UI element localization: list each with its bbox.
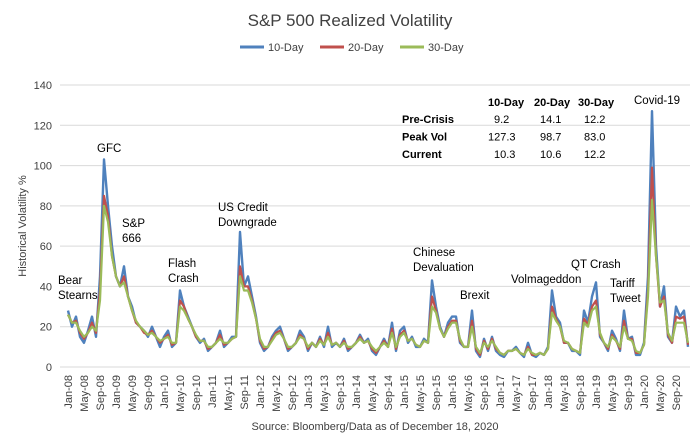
table-row-label: Pre-Crisis [402,114,454,126]
annotation-brexit: Brexit [460,290,490,302]
x-tick-label: Jan-09 [111,375,123,409]
annotation-bear: Bear [58,275,82,287]
x-tick-label: Sep-20 [671,375,683,410]
x-tick-label: Jan-15 [399,375,411,409]
annotation-covid: Covid-19 [634,95,680,107]
table-cell: 127.3 [488,132,516,144]
source-note: Source: Bloomberg/Data as of December 18… [251,421,498,433]
x-tick-label: May-19 [607,375,619,412]
x-tick-label: May-15 [415,375,427,412]
x-tick-label: May-12 [271,375,283,412]
x-tick-label: May-17 [511,375,523,412]
x-tick-label: Jan-10 [159,375,171,409]
x-tick-label: Sep-19 [623,375,635,410]
stats-table: 10-Day 20-Day 30-Day Pre-Crisis 9.2 14.1 12.2 P… [402,97,615,161]
table-header: 10-Day [488,97,525,109]
x-tick-label: Sep-16 [479,375,491,410]
x-tick-label: May-09 [127,375,139,412]
x-tick-label: Jan-08 [63,375,75,409]
table-cell: 98.7 [540,132,561,144]
annotation-qt: QT Crash [571,259,621,271]
annotation-chinese: Devaluation [413,262,474,274]
x-tick-label: Sep-15 [431,375,443,410]
y-tick-label: 0 [46,362,52,374]
x-tick-label: May-10 [175,375,187,412]
y-tick-label: 100 [34,161,52,173]
x-tick-label: Jan-16 [447,375,459,409]
x-tick-label: Sep-13 [335,375,347,410]
x-tick-label: May-16 [463,375,475,412]
table-cell: 83.0 [584,132,605,144]
table-cell: 14.1 [540,114,561,126]
annotation-flash: Flash [168,258,196,270]
annotation-uscredit: US Credit [218,202,269,214]
series-line-30-day [67,198,690,356]
x-tick-label: Jan-12 [255,375,267,409]
x-tick-label: Sep-11 [239,375,251,410]
x-tick-label: Sep-18 [575,375,587,410]
annotation-volm: Volmageddon [511,274,581,286]
x-tick-label: May-18 [559,375,571,412]
series-lines [66,109,690,359]
y-tick-label: 20 [40,322,52,334]
event-annotations: Bear Stearns GFC S&P 666 Flash Crash US Credit D… [58,95,680,305]
gridlines [60,84,690,368]
x-tick-label: Jan-20 [639,375,651,409]
y-tick-label: 80 [40,201,52,213]
y-tick-label: 60 [40,241,52,253]
annotation-sp666: S&P [122,218,145,230]
x-tick-label: May-20 [655,375,667,412]
x-axis: Jan-08 May-08 Sep-08 Jan-09 May-09 Sep-09 Jan-… [63,375,683,412]
legend-label: 30-Day [428,42,464,54]
table-cell: 12.2 [584,114,605,126]
legend-label: 10-Day [268,42,304,54]
table-cell: 12.2 [584,149,605,161]
annotation-tariff: Tweet [610,293,641,305]
annotation-tariff: Tariff [610,278,636,290]
y-axis: 0 20 40 60 80 100 120 140 [34,80,52,374]
x-tick-label: Sep-17 [527,375,539,410]
x-tick-label: May-13 [319,375,331,412]
annotation-uscredit: Downgrade [218,217,277,229]
annotation-gfc: GFC [97,143,121,155]
legend-label: 20-Day [348,42,384,54]
x-tick-label: Sep-14 [383,375,395,410]
y-tick-label: 140 [34,80,52,92]
x-tick-label: Jan-13 [303,375,315,409]
x-tick-label: May-08 [79,375,91,412]
x-tick-label: Sep-08 [95,375,107,410]
chart-title: S&P 500 Realized Volatility [248,11,453,30]
x-tick-label: May-14 [367,375,379,412]
table-header: 30-Day [578,97,615,109]
table-cell: 10.6 [540,149,561,161]
x-tick-label: Jan-17 [495,375,507,409]
table-row-label: Current [402,149,442,161]
table-header: 20-Day [534,97,571,109]
x-tick-label: May-11 [223,375,235,411]
x-tick-label: Sep-09 [143,375,155,410]
table-cell: 10.3 [494,149,515,161]
table-row-label: Peak Vol [402,132,447,144]
annotation-chinese: Chinese [413,247,455,259]
y-axis-label: Historical Volatility % [17,175,29,277]
table-cell: 9.2 [494,114,509,126]
annotation-flash: Crash [168,273,199,285]
annotation-bear: Stearns [58,290,98,302]
y-tick-label: 40 [40,281,52,293]
x-tick-label: Jan-18 [543,375,555,409]
y-tick-label: 120 [34,120,52,132]
legend: 10-Day 20-Day 30-Day [240,42,464,54]
x-tick-label: Jan-19 [591,375,603,409]
x-tick-label: Sep-12 [287,375,299,410]
x-tick-label: Jan-11 [207,375,219,408]
x-tick-label: Jan-14 [351,375,363,409]
annotation-sp666: 666 [122,233,141,245]
x-tick-label: Sep-10 [191,375,203,410]
